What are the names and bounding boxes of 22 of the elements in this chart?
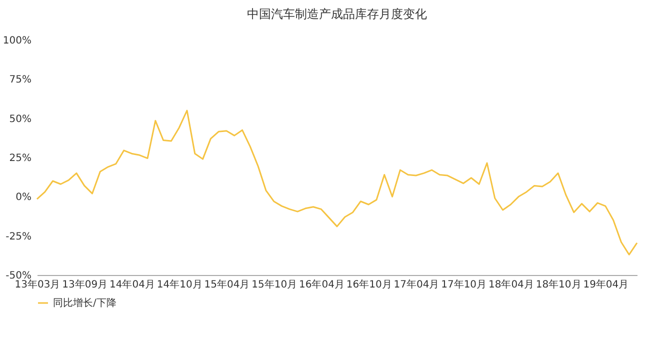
chart-title: 中国汽车制造产成品库存月度变化 — [247, 7, 427, 21]
y-tick-label: 25% — [9, 153, 32, 164]
x-tick-label: 13年09月 — [62, 278, 108, 290]
y-tick-label: 100% — [2, 36, 32, 46]
x-tick-label: 17年10月 — [441, 278, 487, 290]
line-series — [36, 110, 638, 256]
legend-label: 同比增长/下降 — [53, 297, 116, 309]
x-tick-label: 15年10月 — [252, 278, 298, 290]
y-tick-label: -25% — [6, 231, 32, 242]
x-tick-label: 13年03月 — [14, 278, 60, 290]
x-tick-label: 18年10月 — [536, 278, 582, 290]
x-tick-label: 16年10月 — [346, 278, 392, 290]
y-tick-label: 0% — [16, 192, 32, 204]
x-tick-label: 14年10月 — [156, 278, 202, 290]
x-tick-label: 15年04月 — [204, 278, 250, 290]
x-tick-label: 14年04月 — [110, 278, 155, 290]
y-tick-label: 50% — [9, 114, 32, 125]
x-tick-label: 18年04月 — [488, 278, 534, 290]
x-tick-label: 16年04月 — [298, 278, 344, 290]
x-tick-label: 17年04月 — [394, 278, 440, 290]
y-tick-label: 75% — [9, 74, 32, 86]
x-tick-label: 19年04月 — [583, 278, 629, 290]
